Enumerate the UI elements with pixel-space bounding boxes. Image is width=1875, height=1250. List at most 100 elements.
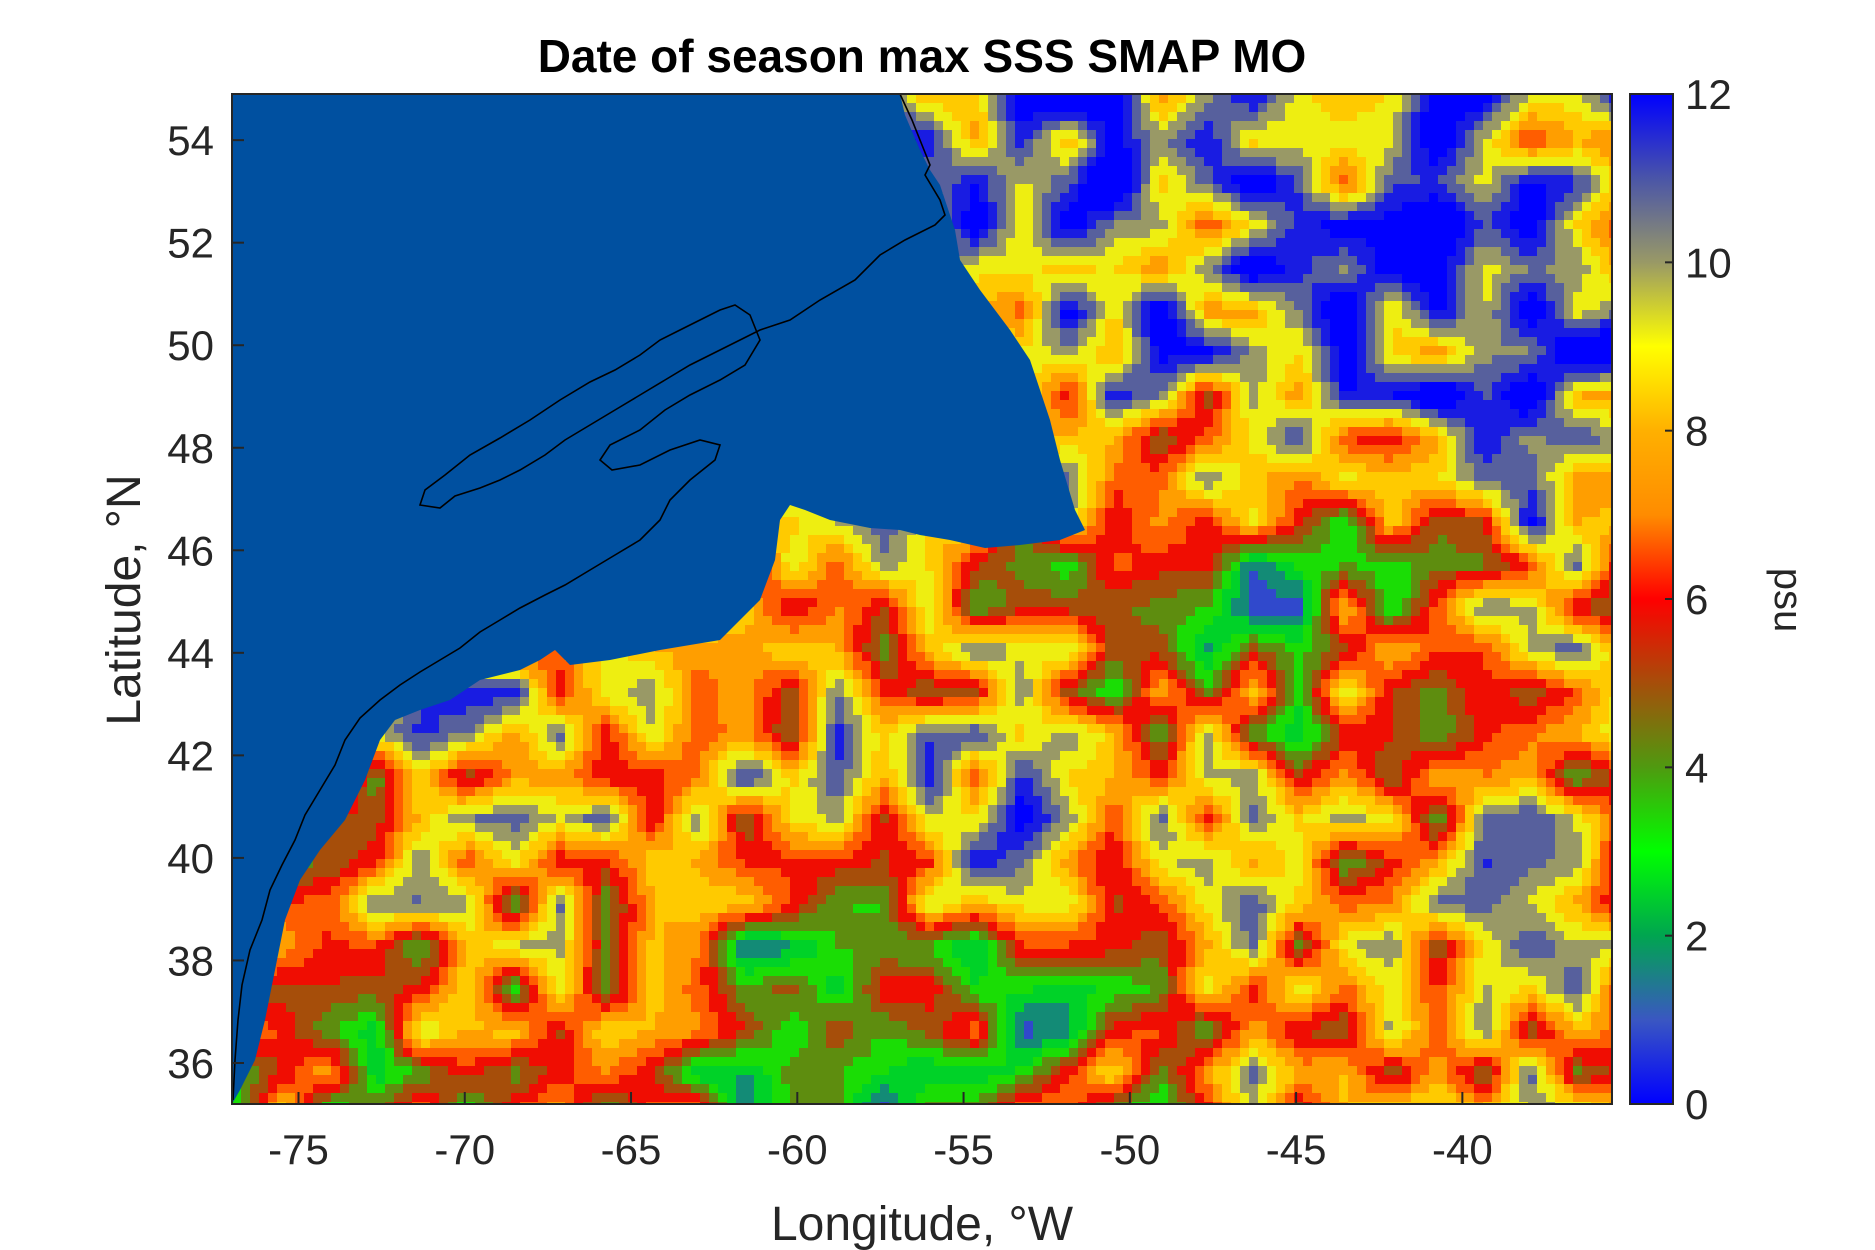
heatmap-cell — [1060, 373, 1070, 383]
heatmap-cell — [1384, 157, 1394, 167]
heatmap-cell — [1087, 157, 1097, 167]
heatmap-cell — [1060, 103, 1070, 113]
heatmap-cell — [1330, 355, 1340, 365]
heatmap-cell — [1249, 319, 1259, 329]
heatmap-cell — [1366, 220, 1376, 230]
heatmap-cell — [1591, 247, 1601, 257]
heatmap-cell — [1474, 364, 1484, 374]
heatmap-cell — [1411, 166, 1421, 176]
heatmap-cell — [1375, 148, 1385, 158]
heatmap-cell — [1312, 346, 1322, 356]
heatmap-cell — [1141, 346, 1151, 356]
heatmap-cell — [1501, 103, 1511, 113]
heatmap-cell — [1105, 202, 1115, 212]
heatmap-cell — [1474, 157, 1484, 167]
heatmap-cell — [1591, 292, 1601, 302]
heatmap-cell — [1132, 328, 1142, 338]
heatmap-cell — [1348, 283, 1358, 293]
heatmap-cell — [1375, 184, 1385, 194]
heatmap-cell — [1573, 166, 1583, 176]
heatmap-cell — [1141, 283, 1151, 293]
heatmap-cell — [1213, 157, 1223, 167]
heatmap-cell — [1186, 220, 1196, 230]
heatmap-cell — [1582, 193, 1592, 203]
heatmap-cell — [1060, 157, 1070, 167]
heatmap-cell — [1186, 130, 1196, 140]
heatmap-cell — [1096, 283, 1106, 293]
heatmap-cell — [1366, 148, 1376, 158]
heatmap-cell — [1375, 301, 1385, 311]
heatmap-cell — [1114, 346, 1124, 356]
heatmap-cell — [1294, 346, 1304, 356]
heatmap-cell — [1582, 346, 1592, 356]
heatmap-cell — [1537, 265, 1547, 275]
heatmap-cell — [1285, 373, 1295, 383]
heatmap-cell — [1006, 175, 1016, 185]
heatmap-cell — [1186, 274, 1196, 284]
heatmap-cell — [1177, 283, 1187, 293]
heatmap-cell — [1177, 184, 1187, 194]
heatmap-cell — [1177, 247, 1187, 257]
heatmap-cell — [1411, 292, 1421, 302]
heatmap-cell — [952, 166, 962, 176]
heatmap-cell — [1141, 139, 1151, 149]
heatmap-cell — [1078, 256, 1088, 266]
heatmap-cell — [1348, 256, 1358, 266]
heatmap-cell — [1195, 328, 1205, 338]
heatmap-cell — [1573, 121, 1583, 131]
heatmap-cell — [997, 301, 1007, 311]
heatmap-cell — [1276, 364, 1286, 374]
heatmap-cell — [1258, 184, 1268, 194]
heatmap-cell — [1186, 103, 1196, 113]
heatmap-cell — [1312, 238, 1322, 248]
heatmap-cell — [1204, 265, 1214, 275]
heatmap-cell — [1042, 157, 1052, 167]
heatmap-cell — [1303, 175, 1313, 185]
heatmap-cell — [997, 121, 1007, 131]
heatmap-cell — [1204, 94, 1214, 104]
heatmap-cell — [1141, 193, 1151, 203]
heatmap-cell — [1105, 319, 1115, 329]
heatmap-cell — [1303, 373, 1313, 383]
heatmap-cell — [1267, 211, 1277, 221]
heatmap-cell — [1267, 202, 1277, 212]
heatmap-cell — [1159, 301, 1169, 311]
heatmap-cell — [1078, 112, 1088, 122]
heatmap-cell — [1357, 211, 1367, 221]
heatmap-cell — [1330, 265, 1340, 275]
heatmap-cell — [1474, 175, 1484, 185]
heatmap-cell — [1033, 211, 1043, 221]
heatmap-cell — [1006, 274, 1016, 284]
heatmap-cell — [970, 112, 980, 122]
heatmap-cell — [970, 220, 980, 230]
heatmap-cell — [1564, 202, 1574, 212]
heatmap-cell — [1204, 157, 1214, 167]
heatmap-cell — [1006, 94, 1016, 104]
heatmap-cell — [1510, 283, 1520, 293]
heatmap-cell — [1168, 274, 1178, 284]
heatmap-cell — [1222, 301, 1232, 311]
heatmap-cell — [1294, 211, 1304, 221]
heatmap-cell — [1339, 346, 1349, 356]
heatmap-cell — [1420, 157, 1430, 167]
heatmap-cell — [1492, 301, 1502, 311]
heatmap-cell — [979, 121, 989, 131]
heatmap-cell — [1600, 121, 1610, 131]
heatmap-cell — [1384, 292, 1394, 302]
heatmap-cell — [1600, 274, 1610, 284]
heatmap-cell — [1411, 193, 1421, 203]
heatmap-cell — [1330, 274, 1340, 284]
heatmap-cell — [1438, 265, 1448, 275]
heatmap-cell — [1573, 238, 1583, 248]
heatmap-cell — [1402, 238, 1412, 248]
heatmap-cell — [1087, 355, 1097, 365]
heatmap-cell — [1114, 247, 1124, 257]
heatmap-cell — [1195, 364, 1205, 374]
heatmap-cell — [1132, 265, 1142, 275]
heatmap-cell — [1438, 94, 1448, 104]
heatmap-cell — [1330, 328, 1340, 338]
heatmap-cell — [1411, 112, 1421, 122]
heatmap-cell — [1366, 103, 1376, 113]
heatmap-cell — [1483, 364, 1493, 374]
heatmap-cell — [1222, 103, 1232, 113]
